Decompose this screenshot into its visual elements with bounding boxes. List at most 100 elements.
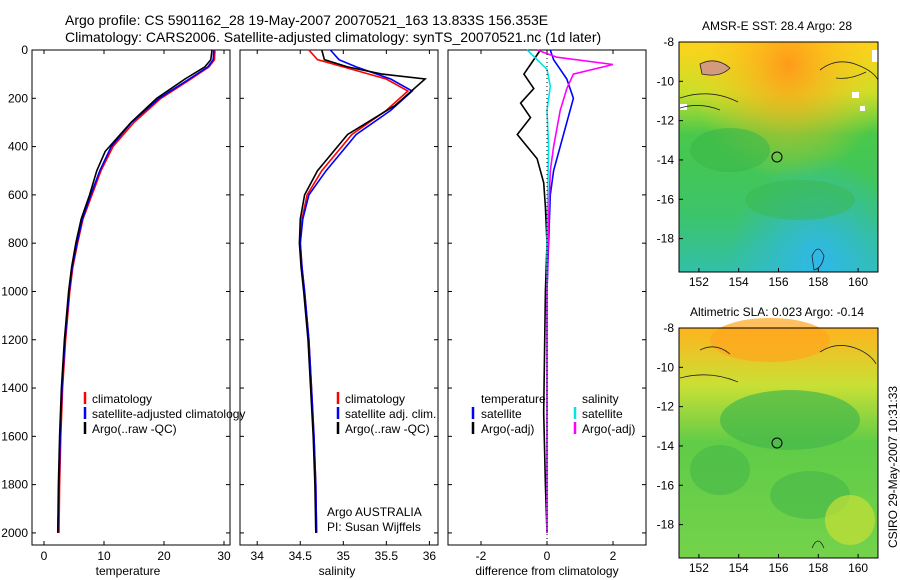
salinity-x-axis: 34 34.5 35 35.5 36 bbox=[251, 50, 437, 563]
temperature-xtick-label: 30 bbox=[217, 549, 231, 563]
difference-xtick-label: 0 bbox=[544, 549, 551, 563]
sst-map-coast-contour bbox=[679, 93, 739, 111]
temperature-xtick-label: 10 bbox=[97, 549, 111, 563]
legend-label-sal-satellite: satellite bbox=[582, 407, 623, 421]
map-xtick-label: 154 bbox=[729, 561, 749, 575]
map-ytick-label: -18 bbox=[657, 518, 675, 532]
sst-map-coast-contour bbox=[819, 61, 879, 81]
sst-map-title: AMSR-E SST: 28.4 Argo: 28 bbox=[702, 19, 852, 33]
salinity-xtick-label: 34 bbox=[251, 549, 265, 563]
sla-map-green-blob bbox=[720, 390, 860, 450]
map-xtick-label: 158 bbox=[808, 561, 828, 575]
map-ytick-label: -14 bbox=[657, 153, 675, 167]
temperature-line-satellite-adjusted-climatology bbox=[57, 49, 215, 533]
legend-title-salinity: salinity bbox=[582, 392, 619, 406]
legend-label-satellite: satellite-adjusted climatology bbox=[92, 407, 245, 421]
depth-tick-label: 0 bbox=[21, 43, 28, 57]
depth-tick-label: 400 bbox=[8, 140, 28, 154]
salinity-xtick-label: 35.5 bbox=[375, 549, 399, 563]
map-ytick-label: -8 bbox=[663, 35, 674, 49]
sst-map-panel: AMSR-E SST: 28.4 Argo: 28 152 154 156 158 16… bbox=[657, 19, 879, 289]
salinity-xtick-label: 34.5 bbox=[289, 549, 313, 563]
figure-title-line1: Argo profile: CS 5901162_28 19-May-2007 … bbox=[65, 12, 548, 28]
map-xtick-label: 160 bbox=[848, 275, 868, 289]
map-xtick-label: 156 bbox=[768, 275, 788, 289]
depth-tick-label: 1800 bbox=[1, 478, 28, 492]
salinity-series bbox=[298, 49, 427, 533]
map-xtick-label: 156 bbox=[768, 561, 788, 575]
figure-title-line2: Climatology: CARS2006. Satellite-adjuste… bbox=[65, 29, 601, 45]
depth-tick-label: 800 bbox=[8, 236, 28, 250]
sst-map-float-marker bbox=[771, 151, 783, 163]
depth-axis: 0 200 400 600 800 1000 1200 1400 1600 1800 2000 bbox=[1, 43, 646, 540]
depth-tick-label: 1600 bbox=[1, 429, 28, 443]
depth-tick-label: 200 bbox=[8, 91, 28, 105]
map-ytick-label: -10 bbox=[657, 74, 675, 88]
legend-label-argo: Argo(..raw -QC) bbox=[345, 422, 430, 436]
sla-map-axes: 152 154 156 158 160 -8 -10 -12 -14 -16 -18 bbox=[657, 321, 869, 575]
temperature-line-argo-raw-qc- bbox=[57, 49, 213, 533]
salinity-axes-frame bbox=[239, 49, 439, 546]
legend-label-climatology: climatology bbox=[345, 392, 405, 406]
sst-map-axes: 152 154 156 158 160 -8 -10 -12 -14 -16 -18 bbox=[657, 35, 869, 289]
depth-tick-label: 2000 bbox=[1, 526, 28, 540]
temperature-legend: climatology satellite-adjusted climatolo… bbox=[83, 392, 245, 436]
difference-xtick-label: -2 bbox=[476, 549, 487, 563]
salinity-xtick-label: 35 bbox=[337, 549, 351, 563]
sla-map-coast-contour bbox=[679, 346, 739, 383]
temperature-series bbox=[57, 49, 216, 533]
difference-xtick-label: 2 bbox=[610, 549, 617, 563]
legend-label-temp-satellite: satellite bbox=[481, 407, 522, 421]
difference-line-temperature-argo-adj- bbox=[516, 49, 548, 533]
map-ytick-label: -10 bbox=[657, 360, 675, 374]
map-xtick-label: 152 bbox=[689, 561, 709, 575]
map-xtick-label: 152 bbox=[689, 275, 709, 289]
sla-map-title: Altimetric SLA: 0.023 Argo: -0.14 bbox=[690, 305, 864, 319]
legend-label-temp-argo: Argo(-adj) bbox=[481, 422, 534, 436]
map-xtick-label: 160 bbox=[848, 561, 868, 575]
temperature-x-axis: 0 10 20 30 bbox=[41, 50, 231, 563]
salinity-line-satellite-adj-clim- bbox=[299, 49, 414, 533]
salinity-xlabel: salinity bbox=[319, 564, 356, 578]
sla-map-yellow-blob bbox=[825, 495, 875, 545]
legend-label-climatology: climatology bbox=[92, 392, 152, 406]
sla-map-panel: Altimetric SLA: 0.023 Argo: -0.14 152 154… bbox=[657, 305, 879, 575]
temperature-line-climatology bbox=[58, 49, 216, 533]
difference-series bbox=[516, 49, 614, 545]
temperature-xtick-label: 20 bbox=[157, 549, 171, 563]
temperature-axes-frame bbox=[31, 49, 231, 546]
difference-xlabel: difference from climatology bbox=[475, 564, 618, 578]
salinity-xtick-label: 36 bbox=[423, 549, 437, 563]
sla-map-float-marker bbox=[771, 437, 783, 449]
salinity-line-climatology bbox=[299, 49, 410, 533]
sst-map-coast-contour bbox=[811, 248, 825, 271]
sla-map-green-blob bbox=[690, 445, 750, 495]
salinity-line-argo-raw-qc- bbox=[298, 49, 427, 533]
sst-map-green-blob bbox=[745, 180, 855, 220]
depth-tick-label: 600 bbox=[8, 188, 28, 202]
sla-map-coast-contour bbox=[819, 345, 877, 365]
difference-line-salinity-argo-adj- bbox=[536, 49, 614, 533]
map-ytick-label: -12 bbox=[657, 114, 675, 128]
sst-map-land-mask bbox=[872, 50, 878, 62]
depth-tick-label: 1400 bbox=[1, 381, 28, 395]
map-ytick-label: -18 bbox=[657, 232, 675, 246]
sst-map-green-blob bbox=[690, 128, 770, 172]
sst-map-land-mask bbox=[852, 92, 859, 98]
temperature-xlabel: temperature bbox=[96, 564, 161, 578]
annotation-pi: PI: Susan Wijffels bbox=[327, 520, 421, 534]
sst-map-land-mask bbox=[860, 106, 865, 111]
difference-panel: -2 0 2 difference from climatology tempera… bbox=[447, 49, 647, 578]
map-ytick-label: -12 bbox=[657, 400, 675, 414]
temperature-xtick-label: 0 bbox=[41, 549, 48, 563]
salinity-panel: 34 34.5 35 35.5 36 salinity climatology sate… bbox=[239, 49, 439, 578]
sla-map-warm-patch bbox=[710, 318, 830, 362]
sla-map-coast-contour bbox=[811, 540, 825, 549]
csiro-timestamp: CSIRO 29-May-2007 10:31:33 bbox=[886, 386, 900, 548]
legend-title-temperature: temperature bbox=[481, 392, 546, 406]
map-xtick-label: 158 bbox=[808, 275, 828, 289]
map-ytick-label: -14 bbox=[657, 439, 675, 453]
salinity-legend: climatology satellite adj. clim. Argo(..… bbox=[336, 392, 436, 436]
